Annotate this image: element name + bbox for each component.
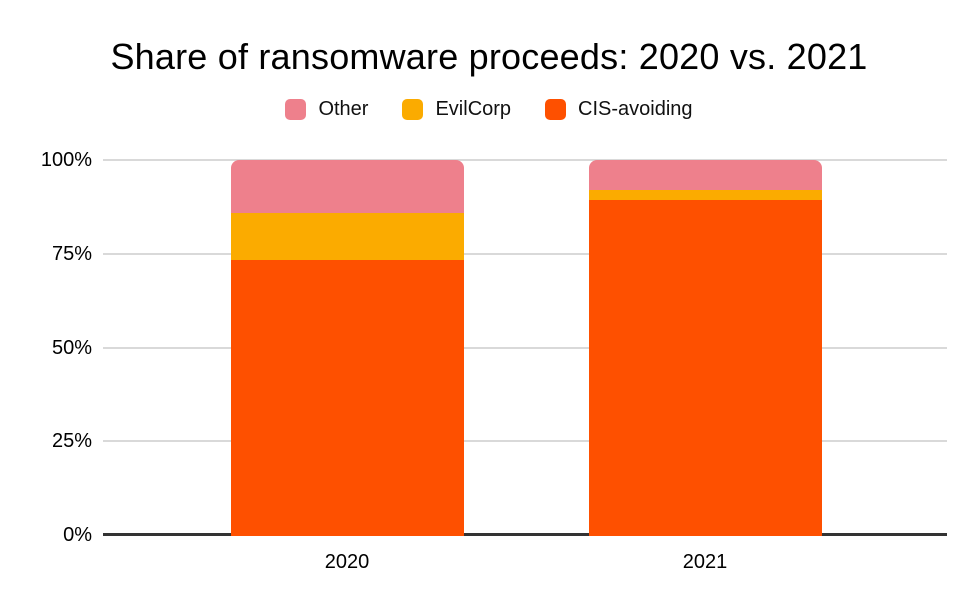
bar-2021-segment-cis-avoiding [588,200,822,536]
legend-label-other: Other [318,98,369,120]
bar-2021-segment-evilcorp [588,190,822,201]
legend-swatch-other [285,99,307,120]
chart-title: Share of ransomware proceeds: 2020 vs. 2… [110,36,868,77]
x-tick-label-2021: 2021 [682,551,728,573]
legend-swatch-cis-avoiding [545,99,567,120]
legend-item-other: Other [285,98,368,121]
gridline-75 [103,252,947,255]
gridline-25 [103,440,947,443]
y-tick-label-25: 25% [51,430,92,453]
x-axis-line [103,533,947,536]
x-tick-label-2020: 2020 [324,551,370,573]
gridline-100 [103,159,947,161]
y-tick-label-75: 75% [51,242,92,265]
bar-2020-segment-evilcorp [230,212,464,260]
bar-2020 [230,160,464,536]
legend-item-evilcorp: EvilCorp [402,98,511,121]
bar-2021 [588,160,822,536]
legend-label-cis-avoiding: CIS-avoiding [578,98,693,120]
legend-swatch-evilcorp [402,99,424,120]
y-tick-label-100: 100% [40,149,92,171]
legend-label-evilcorp: EvilCorp [435,98,512,120]
bar-2021-segment-other [588,160,822,191]
bar-2020-segment-other [230,160,464,213]
chart-legend: Other EvilCorp CIS-avoiding [0,98,978,121]
gridline-50 [103,346,947,349]
y-tick-label-0: 0% [63,524,92,546]
y-tick-label-50: 50% [51,336,92,359]
legend-item-cis-avoiding: CIS-avoiding [545,98,693,121]
bar-2020-segment-cis-avoiding [230,259,464,536]
